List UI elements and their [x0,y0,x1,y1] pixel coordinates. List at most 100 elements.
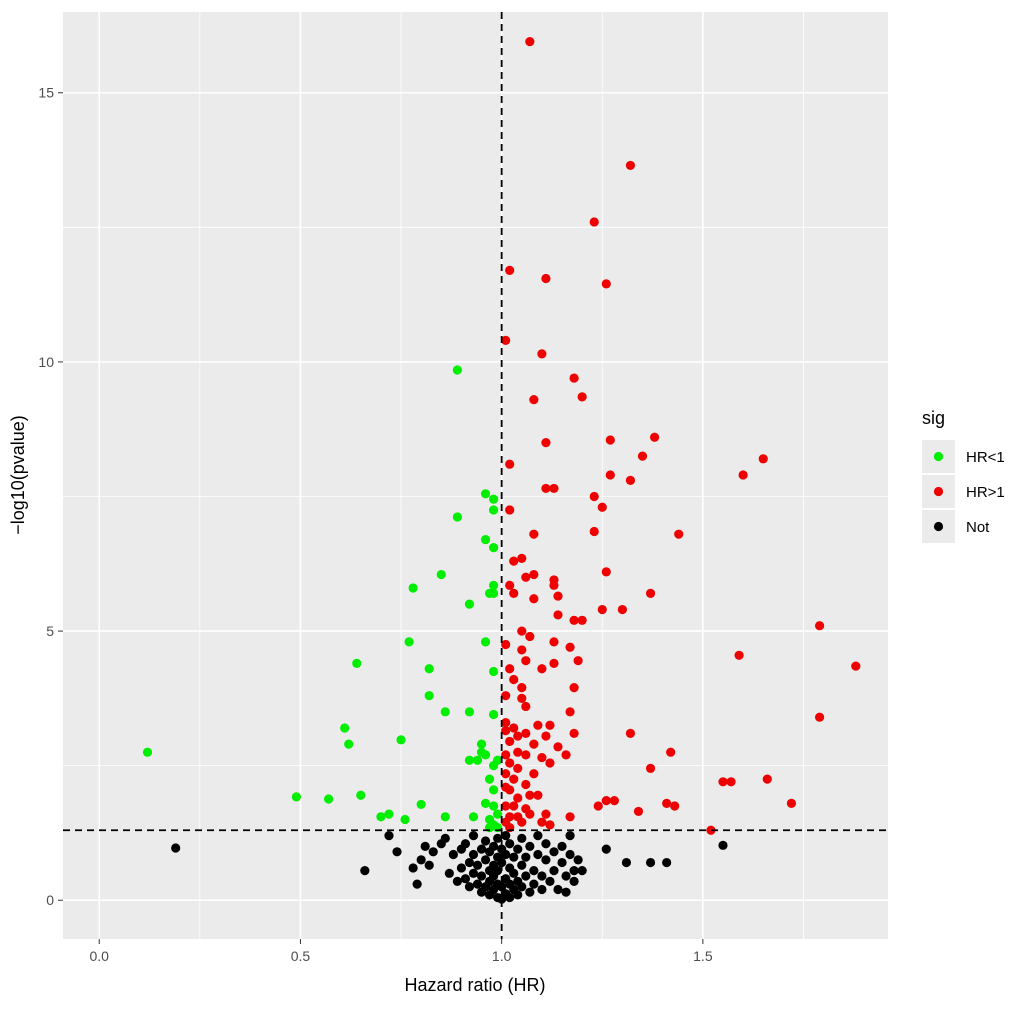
data-point [565,642,575,652]
data-point [501,769,511,779]
data-point [553,610,563,620]
data-point [472,879,483,889]
data-point [505,785,515,795]
data-point [501,639,511,650]
data-point [352,658,362,668]
reference-lines [63,12,888,939]
data-point [525,841,535,852]
data-point [569,373,579,383]
data-point [601,844,611,854]
data-point [501,335,511,345]
data-point [517,645,527,655]
data-point [541,273,551,284]
y-tick-label: 15 [38,85,54,101]
data-point [509,774,519,784]
data-point [718,777,728,787]
data-point [541,483,551,494]
data-point [513,763,523,773]
data-point [505,664,515,674]
data-point [597,502,607,512]
data-point [489,801,499,811]
data-point [489,543,499,553]
x-tick-label: 1.0 [492,948,512,964]
data-point [476,739,487,749]
data-point [537,817,547,827]
data-point [525,37,535,47]
legend: sig HR<1 HR>1 Not [922,408,1005,543]
data-point [525,631,535,642]
data-point [509,723,519,733]
data-point [356,790,366,800]
data-point [489,666,499,677]
data-point [577,615,587,625]
data-point [489,841,499,852]
data-point [452,365,462,375]
data-point [557,841,567,852]
data-point [577,866,587,876]
data-point [452,512,462,522]
data-point [734,650,744,660]
data-point [625,728,636,738]
data-point [553,742,563,752]
data-point [517,882,527,892]
data-point [509,588,519,598]
data-point [541,855,551,865]
data-point [597,604,607,615]
data-point [561,750,571,760]
data-point [533,831,543,841]
data-point [476,844,487,854]
data-point [521,871,531,881]
data-point [497,882,507,892]
data-point [561,871,571,881]
data-point [573,855,583,865]
data-point [505,265,515,275]
legend-title: sig [922,408,945,428]
data-point [662,798,672,808]
data-point [460,874,471,884]
data-point [464,882,475,892]
data-point [468,812,479,822]
data-point [565,849,575,860]
data-point [589,217,599,227]
data-point [637,451,648,461]
data-point [489,709,499,720]
data-point [605,470,615,480]
data-point [424,860,434,870]
data-point [171,843,181,853]
data-point [649,432,660,442]
data-point [497,857,507,868]
data-point [484,774,495,784]
data-point [521,656,531,666]
data-point [521,779,531,790]
y-tick-label: 5 [46,623,54,639]
data-point [489,580,499,590]
data-point [521,750,531,760]
data-point [501,726,511,736]
minor-gridlines [63,12,888,939]
data-point [513,890,523,900]
data-point [501,831,511,841]
data-point [561,887,571,897]
data-point [565,707,575,717]
data-point [517,817,527,827]
data-point [392,847,402,857]
data-point [521,572,531,582]
data-point [440,833,450,843]
data-point [396,735,406,745]
x-tick-label: 1.5 [693,948,713,964]
data-point [533,849,543,860]
data-point [589,526,599,537]
data-point [662,857,672,868]
data-points [142,37,861,904]
data-point [529,594,539,604]
legend-swatch [933,521,944,532]
data-point [493,755,503,765]
data-point [480,798,491,808]
data-point [545,758,555,768]
data-point [505,839,515,849]
data-point [505,580,515,590]
data-point [633,806,644,817]
data-point [609,796,619,806]
data-point [416,855,426,865]
